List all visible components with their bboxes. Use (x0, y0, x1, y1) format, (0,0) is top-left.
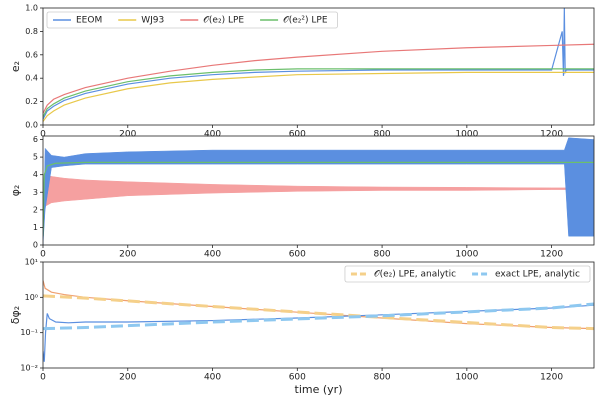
plot-area (43, 280, 594, 362)
legend-box (344, 265, 591, 283)
y-tick-label: 6 (33, 135, 38, 144)
x-tick-label: 200 (119, 373, 136, 383)
y-tick-label: 0.8 (25, 27, 38, 36)
legend-label: 𝒪(e₂²) LPE (283, 16, 328, 26)
x-tick-label: 0 (40, 130, 46, 140)
panel: 0 200 400 600 800 1000 1200 0 1 2 3 4 5 6 φ₂ (9, 135, 595, 260)
line (43, 68, 594, 118)
band (43, 174, 594, 240)
x-tick-label: 1200 (540, 250, 563, 260)
legend-label: exact LPE, analytic (495, 270, 580, 280)
axes-frame (42, 135, 595, 246)
y-tick-label: 0.0 (25, 121, 38, 130)
legend-label: 𝒪(e₂) LPE (203, 16, 244, 26)
x-tick-label: 800 (373, 373, 390, 383)
line (43, 43, 594, 114)
x-tick-label: 200 (119, 250, 136, 260)
panel: 0 200 400 600 800 1000 1200 0.0 0.2 0.4 0.6 0.8 1.0 e… (9, 4, 595, 140)
y-axis-label: φ₂ (9, 185, 22, 197)
line (43, 302, 594, 331)
y-tick-label: 10⁻² (20, 364, 38, 373)
legend-label: WJ93 (141, 16, 164, 26)
y-tick-label: 10¹ (25, 258, 38, 267)
x-tick-label: 600 (289, 130, 306, 140)
y-tick-label: 10⁰ (25, 293, 38, 302)
y-tick-label: 3 (33, 188, 38, 197)
y-axis-label: δφ₂ (9, 306, 22, 324)
y-tick-label: 0.2 (25, 97, 38, 106)
x-tick-label: 200 (119, 130, 136, 140)
x-tick-label: 0 (40, 373, 46, 383)
legend-label: EEOM (76, 16, 102, 26)
x-tick-label: 400 (204, 373, 221, 383)
y-tick-label: 0 (33, 241, 38, 250)
line (43, 8, 594, 120)
x-tick-label: 600 (289, 373, 306, 383)
x-tick-label: 1200 (540, 130, 563, 140)
line (43, 294, 594, 331)
legend: 𝒪(e₂) LPE, analytic exact LPE, analytic (344, 265, 591, 283)
x-tick-label: 400 (204, 130, 221, 140)
y-tick-label: 1.0 (25, 4, 38, 13)
axes-frame (42, 7, 595, 126)
x-tick-label: 1000 (455, 250, 478, 260)
y-tick-label: 10⁻¹ (20, 328, 38, 337)
plot-area (43, 137, 594, 245)
y-axis-label: e₂ (9, 61, 22, 72)
line (43, 71, 594, 122)
y-tick-label: 0.6 (25, 50, 38, 59)
line (43, 161, 594, 237)
x-axis-label: time (yr) (295, 383, 343, 396)
x-tick-label: 800 (373, 130, 390, 140)
y-tick-label: 2 (33, 205, 38, 214)
plot-area (43, 8, 594, 122)
band (43, 137, 594, 245)
x-tick-label: 800 (373, 250, 390, 260)
x-tick-label: 1000 (455, 373, 478, 383)
y-tick-label: 5 (33, 153, 38, 162)
axes-frame (42, 261, 595, 369)
x-tick-label: 1200 (540, 373, 563, 383)
x-tick-label: 0 (40, 250, 46, 260)
panel: 0 200 400 600 800 1000 1200 10⁻² 10⁻¹ 10⁰ 10¹ δφ₂ ti… (9, 258, 595, 396)
x-tick-label: 600 (289, 250, 306, 260)
legend-label: 𝒪(e₂) LPE, analytic (374, 270, 456, 280)
y-tick-label: 0.4 (25, 74, 38, 83)
y-tick-label: 1 (33, 223, 38, 232)
x-tick-label: 1000 (455, 130, 478, 140)
line (43, 280, 594, 330)
x-tick-label: 400 (204, 250, 221, 260)
y-tick-label: 4 (33, 170, 38, 179)
legend: EEOM WJ93 𝒪(e₂) LPE 𝒪(e₂²) LPE (46, 11, 338, 29)
